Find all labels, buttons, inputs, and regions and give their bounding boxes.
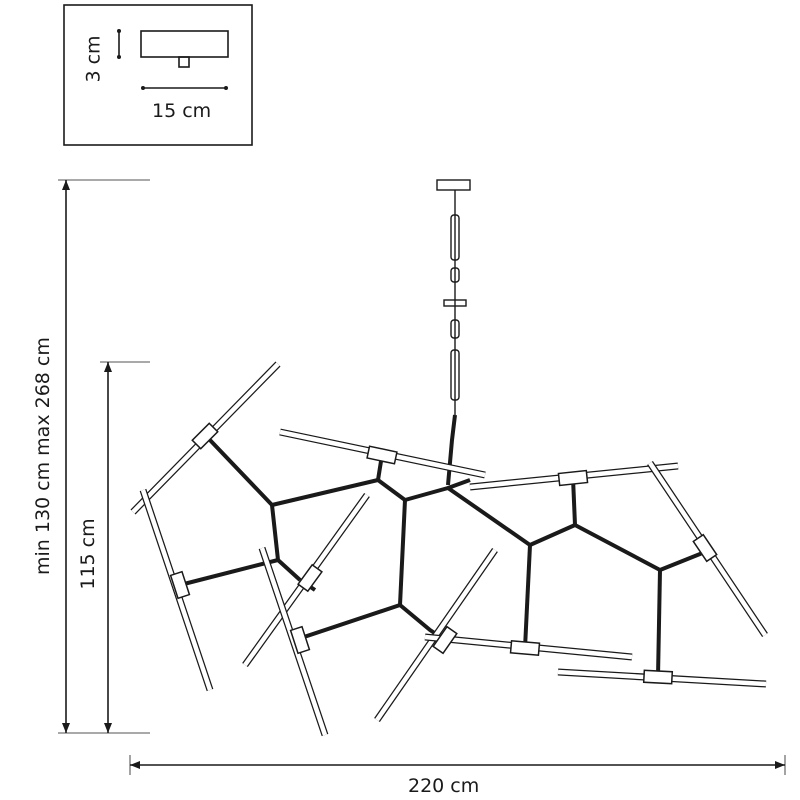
rod-sleeve (509, 639, 541, 657)
rod-sleeve (169, 570, 191, 600)
frame-arm (270, 504, 302, 582)
rod-sleeve (557, 469, 589, 487)
frame-arm (447, 478, 471, 490)
arrow-head (104, 362, 112, 372)
dimension-dot (117, 29, 121, 33)
arrow-head (104, 723, 112, 733)
arrow-head (775, 761, 785, 769)
rod-sleeve (191, 422, 219, 450)
total-height-label: min 130 cm max 268 cm (32, 337, 54, 575)
canopy-inset-frame (63, 4, 253, 146)
rod-sleeve (692, 533, 718, 563)
frame-arm (523, 544, 532, 649)
frame-arm (206, 436, 706, 572)
arrow-head (130, 761, 140, 769)
frame-arm (571, 477, 577, 526)
frame-arm (179, 558, 279, 587)
canopy-mount (178, 56, 190, 68)
body-height-label: 115 cm (77, 518, 99, 590)
central-stem (446, 414, 457, 486)
rod-sleeve (432, 625, 458, 655)
chain-link (450, 349, 460, 401)
frame-arm (656, 569, 662, 678)
width-label: 220 cm (408, 775, 480, 797)
canopy-height-label: 3 cm (82, 35, 105, 83)
dimension-dot (224, 86, 228, 90)
frame-arm (294, 603, 401, 642)
chain-link (450, 319, 460, 339)
ceiling-canopy (436, 179, 471, 191)
chain-connector (443, 299, 467, 307)
rod-sleeve (366, 445, 398, 465)
arrow-head (62, 723, 70, 733)
dimension-dot (117, 55, 121, 59)
arrow-head (62, 180, 70, 190)
rod-sleeve (297, 563, 323, 593)
canopy-width-label: 15 cm (152, 100, 212, 122)
chain-link (450, 267, 460, 283)
rod-sleeve (289, 625, 311, 655)
dimension-dot (141, 86, 145, 90)
rod-sleeve (642, 669, 674, 685)
chain-link (450, 214, 460, 261)
canopy-outline (140, 30, 229, 58)
frame-arm (398, 499, 447, 642)
